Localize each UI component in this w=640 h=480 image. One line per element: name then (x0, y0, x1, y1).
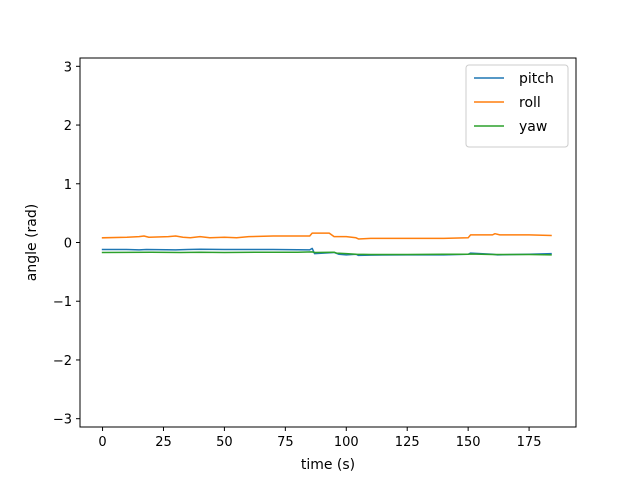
y-tick-label: 1 (64, 178, 72, 193)
y-tick-label: 2 (64, 119, 72, 134)
series-line-yaw (101, 251, 552, 256)
x-tick-label: 100 (334, 435, 359, 450)
ticks: 0 25 50 75 100 125 150 175 −3 −2 −1 0 1 2 3 (53, 60, 542, 450)
legend-label-pitch: pitch (519, 71, 554, 87)
x-tick-label: 75 (277, 435, 294, 450)
legend-label-yaw: yaw (519, 119, 547, 135)
y-axis-label: angle (rad) (24, 204, 40, 281)
x-tick-label: 50 (216, 435, 233, 450)
y-tick-label: 0 (64, 237, 72, 252)
y-tick-label: −2 (53, 354, 72, 369)
plot-area (101, 232, 552, 257)
y-tick-label: 3 (64, 60, 72, 75)
x-tick-label: 125 (395, 435, 420, 450)
x-tick-label: 25 (155, 435, 172, 450)
legend: pitch roll yaw (465, 64, 569, 148)
series-line-roll (101, 232, 552, 240)
x-tick-label: 175 (517, 435, 542, 450)
x-tick-label: 150 (456, 435, 481, 450)
x-tick-label: 0 (98, 435, 106, 450)
legend-label-roll: roll (519, 95, 541, 111)
x-axis-label: time (s) (301, 457, 355, 473)
y-tick-label: −3 (53, 413, 72, 428)
y-tick-label: −1 (53, 295, 72, 310)
